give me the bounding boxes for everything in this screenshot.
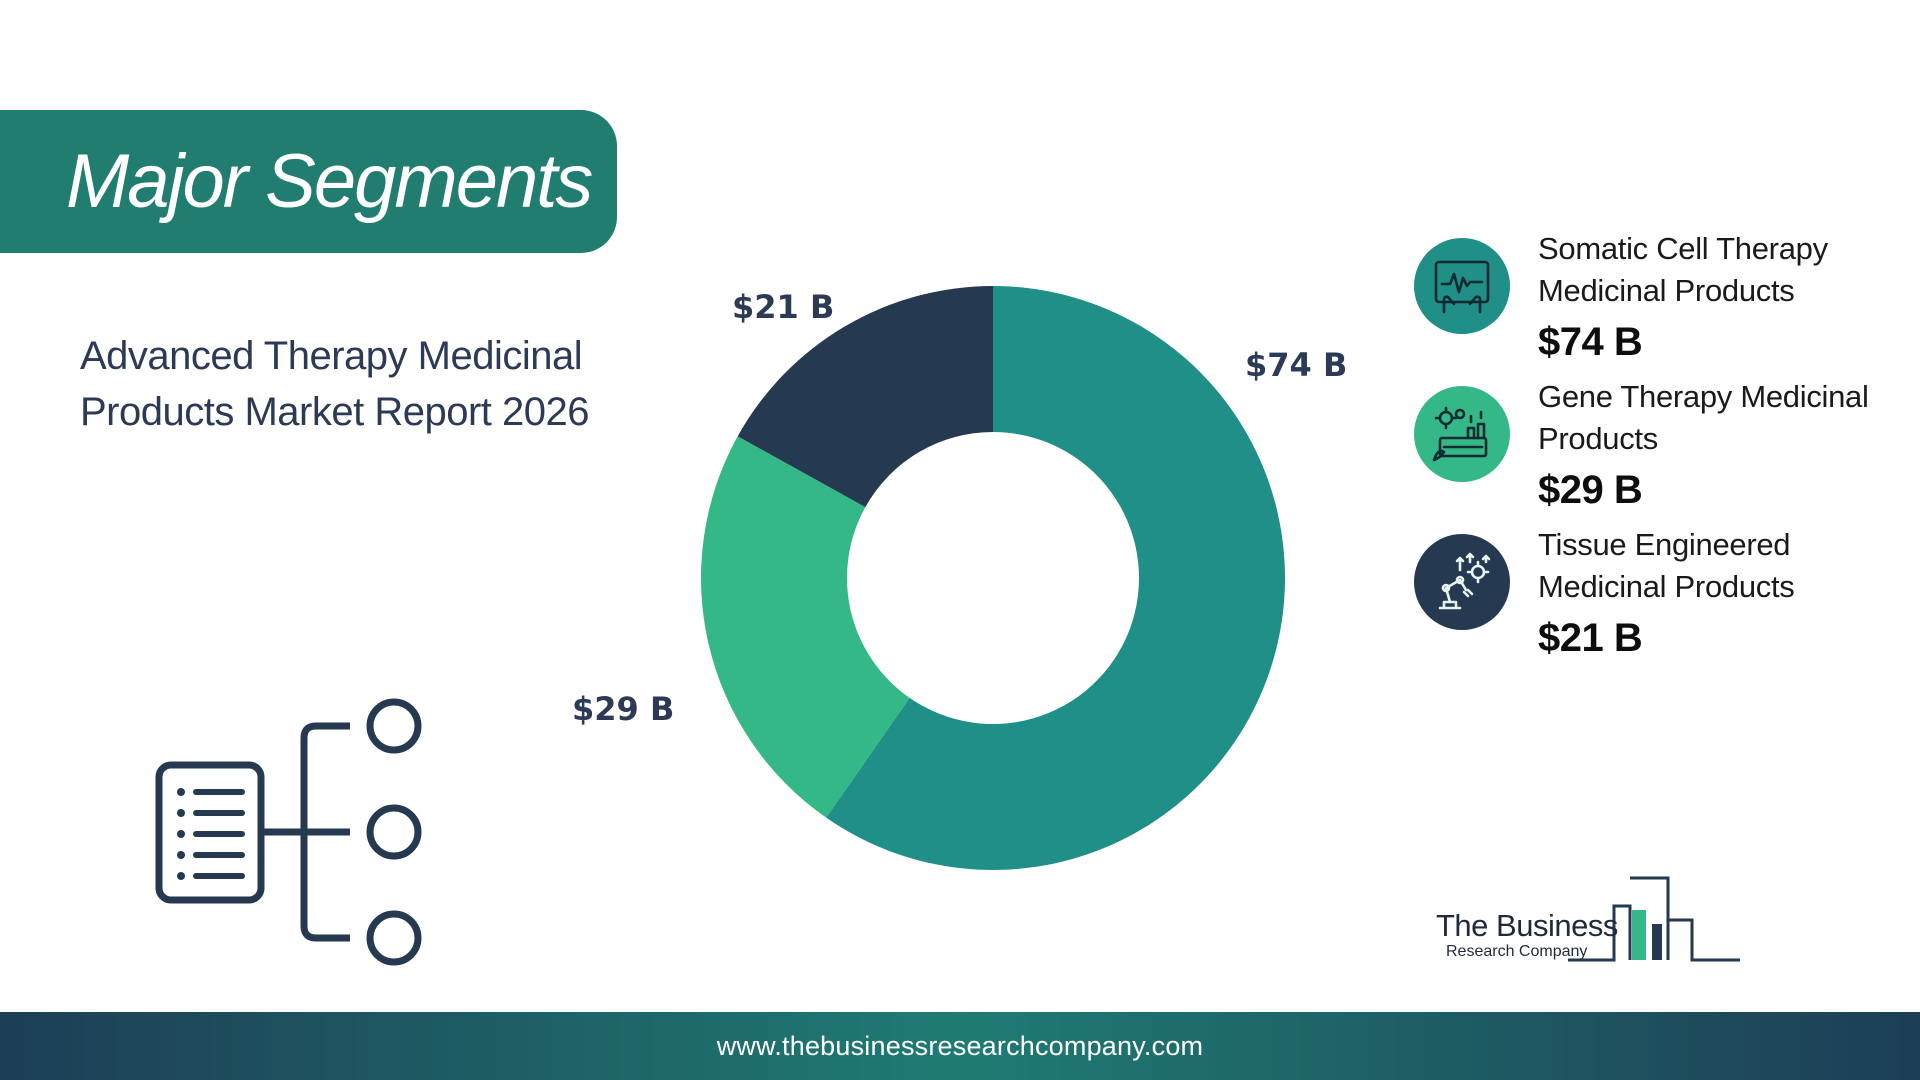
legend-name: Somatic Cell Therapy Medicinal Products: [1538, 231, 1828, 308]
legend-name: Gene Therapy Medicinal Products: [1538, 379, 1869, 456]
logo-line2: Research Company: [1446, 943, 1588, 960]
legend-value: $74 B: [1538, 320, 1643, 364]
legend-item-somatic-cell: Somatic Cell Therapy Medicinal Products …: [1410, 228, 1890, 376]
tablet-heartbeat-icon: [1414, 238, 1510, 334]
footer-url-link[interactable]: www.thebusinessresearchcompany.com: [716, 1030, 1204, 1061]
slice-tissue-engineered: [737, 286, 993, 508]
slice-somatic-cell: [826, 286, 1285, 870]
slice-gene-therapy: [701, 436, 910, 818]
legend-item-gene-therapy: Gene Therapy Medicinal Products $29 B: [1410, 376, 1890, 524]
title-banner: Major Segments: [0, 110, 617, 253]
banner-title: Major Segments: [66, 139, 593, 224]
logo-line1: The Business: [1436, 908, 1618, 943]
legend: Somatic Cell Therapy Medicinal Products …: [1410, 228, 1890, 672]
legend-value: $29 B: [1538, 468, 1643, 512]
data-label-tissue-engineered: $21 B: [732, 288, 834, 326]
logo-buildings-icon: [1568, 876, 1740, 962]
report-title: Advanced Therapy Medicinal Products Mark…: [80, 334, 589, 434]
footer-bar: www.thebusinessresearchcompany.com: [0, 1012, 1920, 1080]
robotic-arm-icon: [1414, 534, 1510, 630]
donut-chart: $74 B $29 B $21 B: [572, 286, 1347, 870]
factory-gears-icon: [1414, 386, 1510, 482]
legend-name: Tissue Engineered Medicinal Products: [1538, 527, 1795, 604]
legend-item-tissue-engineered: Tissue Engineered Medicinal Products $21…: [1410, 524, 1890, 672]
data-label-gene-therapy: $29 B: [572, 690, 674, 728]
data-label-somatic-cell: $74 B: [1245, 346, 1347, 384]
company-logo: The Business Research Company: [1430, 868, 1750, 968]
segments-list-icon: [155, 698, 422, 966]
legend-value: $21 B: [1538, 616, 1643, 660]
